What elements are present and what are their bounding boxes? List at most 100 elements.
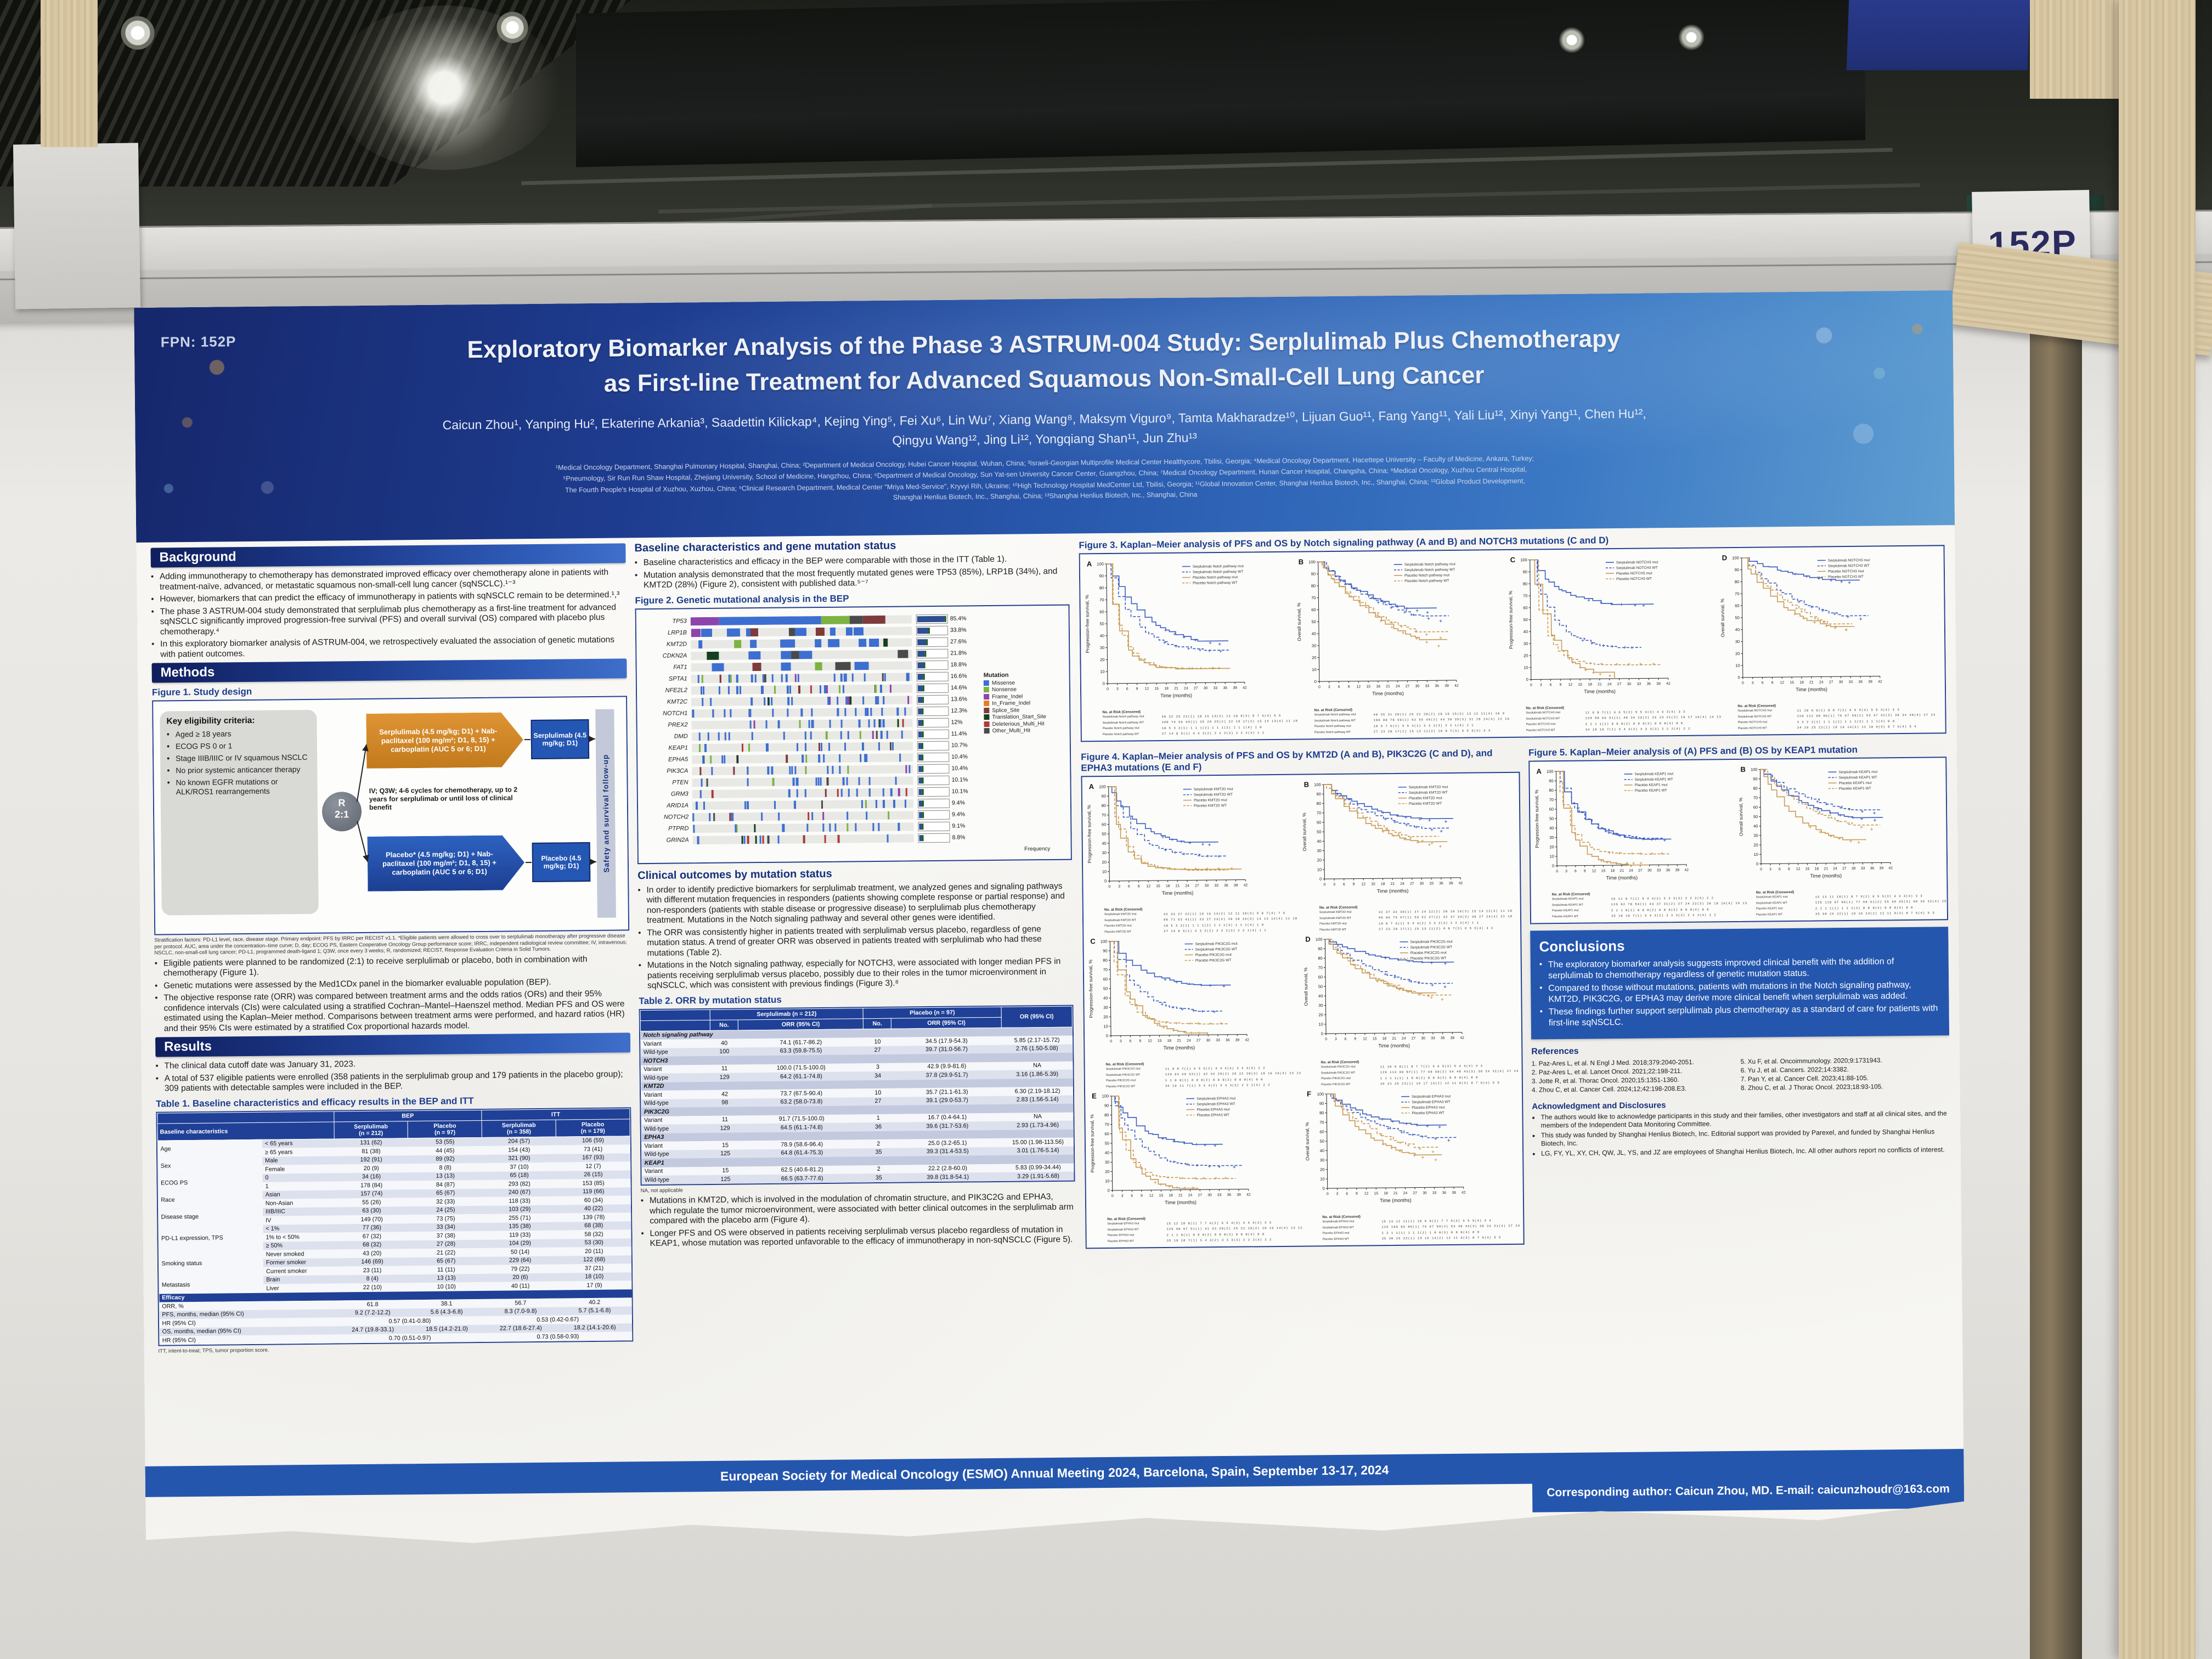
- eligibility-items: • Aged ≥ 18 years • ECOG PS 0 or 1 • Stage II…: [167, 729, 311, 797]
- figure1-footnote: Stratification factors: PD-L1 level, rac…: [154, 933, 627, 956]
- svg-text:60: 60: [1102, 822, 1106, 827]
- mutation-legend: Mutation Missense Nonsense Frame_Indel In_F…: [984, 671, 1064, 735]
- svg-text:24: 24: [1402, 1037, 1406, 1041]
- svg-text:70: 70: [1311, 595, 1316, 600]
- svg-text:20: 20: [1549, 844, 1554, 849]
- svg-text:30: 30: [1423, 1191, 1427, 1195]
- svg-text:30: 30: [1207, 1193, 1212, 1197]
- svg-text:27: 27: [1829, 680, 1833, 684]
- legend-item: Frame_Indel: [984, 693, 1064, 699]
- svg-text:30: 30: [1420, 882, 1424, 885]
- bullet-item: • Mutations in KMT2D, which is involved i…: [640, 1192, 1074, 1226]
- references: References 1. Paz-Ares L, et al. N Engl …: [1531, 1043, 1950, 1094]
- svg-text:9: 9: [1354, 1037, 1356, 1041]
- svg-text:33: 33: [1432, 1191, 1437, 1195]
- svg-text:Time (months): Time (months): [1372, 691, 1404, 697]
- svg-text:15: 15: [1154, 687, 1159, 691]
- svg-text:6: 6: [1128, 885, 1130, 889]
- km-panel-a: A 0 10 20 30 40 50 60 70 80 90 100 0 3 6 9 12 15 18 21 24 27 3…: [1532, 763, 1737, 920]
- svg-text:36: 36: [1666, 868, 1671, 872]
- svg-text:80: 80: [1317, 801, 1321, 806]
- svg-text:18: 18: [1384, 1192, 1388, 1195]
- risk-table: No. at Risk (Censored) Serplulimab Notch …: [1084, 709, 1295, 738]
- svg-text:6: 6: [1131, 1194, 1133, 1198]
- svg-text:30: 30: [1421, 1036, 1425, 1040]
- svg-text:36: 36: [1227, 1193, 1232, 1197]
- svg-text:27: 27: [1195, 884, 1199, 888]
- svg-text:42: 42: [1462, 1191, 1466, 1195]
- bullet-item: • The ORR was consistently higher in pati…: [638, 924, 1042, 958]
- svg-text:6: 6: [1130, 1040, 1132, 1043]
- svg-text:40: 40: [1317, 839, 1321, 844]
- svg-text:Placebo KEAP1 mut: Placebo KEAP1 mut: [1635, 783, 1668, 787]
- svg-text:40: 40: [1100, 633, 1104, 638]
- svg-text:Placebo KMT2D mut: Placebo KMT2D mut: [1194, 798, 1227, 803]
- svg-text:90: 90: [1316, 792, 1321, 797]
- svg-text:15: 15: [1156, 884, 1160, 888]
- svg-text:90: 90: [1319, 1101, 1324, 1106]
- svg-text:9: 9: [1139, 1039, 1141, 1043]
- svg-text:27: 27: [1194, 686, 1198, 690]
- svg-text:27: 27: [1412, 1037, 1416, 1041]
- svg-text:36: 36: [1442, 1191, 1447, 1195]
- svg-text:42: 42: [1684, 868, 1689, 872]
- svg-text:27: 27: [1413, 1192, 1417, 1195]
- svg-text:42: 42: [1246, 1193, 1251, 1197]
- risk-table: No. at Risk (Censored) Serplulimab KEAP1 …: [1737, 889, 1942, 918]
- svg-text:9: 9: [1356, 1192, 1358, 1196]
- svg-text:18: 18: [1383, 1037, 1387, 1041]
- svg-text:3: 3: [1752, 681, 1754, 685]
- svg-text:6: 6: [1762, 681, 1764, 685]
- svg-text:39: 39: [1235, 1039, 1240, 1042]
- svg-text:Placebo PIK3C2G mut: Placebo PIK3C2G mut: [1410, 951, 1447, 955]
- svg-text:Placebo KEAP1 WT: Placebo KEAP1 WT: [1635, 788, 1667, 793]
- svg-text:60: 60: [1523, 605, 1527, 610]
- svg-text:30: 30: [1647, 868, 1652, 872]
- svg-text:80: 80: [1549, 788, 1553, 793]
- svg-text:30: 30: [1549, 835, 1554, 840]
- svg-text:36: 36: [1439, 882, 1443, 885]
- svg-text:6: 6: [1779, 867, 1781, 871]
- risk-row: Placebo Notch pathway WT 27 14 8 5(1) 4 3…: [1102, 731, 1265, 736]
- hall-ceiling: [0, 0, 2212, 261]
- km-panel-a: A 0 10 20 30 40 50 60 70 80 90 100 0 3 6 9 12 15 18 21 24 27 3…: [1082, 556, 1296, 738]
- risk-row: Placebo EPHA3 WT 35 18 10 7(1) 5 4 3(2) 3…: [1107, 1238, 1272, 1243]
- svg-text:18: 18: [1166, 884, 1170, 888]
- svg-text:18: 18: [1381, 882, 1385, 886]
- svg-text:0: 0: [1103, 681, 1105, 686]
- svg-text:30: 30: [1320, 1158, 1324, 1163]
- svg-text:20: 20: [1320, 1167, 1324, 1172]
- svg-text:Placebo KEAP1 WT: Placebo KEAP1 WT: [1839, 787, 1871, 791]
- svg-text:Time (months): Time (months): [1606, 875, 1638, 881]
- bullet-item: • A total of 537 eligible patients were e…: [155, 1069, 623, 1093]
- svg-text:15: 15: [1805, 867, 1810, 871]
- svg-text:6: 6: [1575, 870, 1577, 873]
- eligibility-box: Key eligibility criteria: • Aged ≥ 18 yea…: [160, 710, 319, 916]
- svg-text:0: 0: [1742, 681, 1744, 685]
- svg-text:Progression-free survival, %: Progression-free survival, %: [1088, 960, 1094, 1018]
- svg-text:21: 21: [1620, 869, 1624, 873]
- svg-text:70: 70: [1735, 591, 1739, 596]
- svg-text:Overall survival, %: Overall survival, %: [1303, 967, 1309, 1006]
- svg-text:100: 100: [1732, 555, 1739, 560]
- bullet-item: • This study was funded by Shanghai Henli…: [1532, 1127, 1935, 1147]
- svg-text:0: 0: [1530, 684, 1532, 687]
- svg-text:Placebo PIK3C2G mut: Placebo PIK3C2G mut: [1195, 953, 1232, 957]
- svg-text:0: 0: [1319, 877, 1322, 882]
- svg-text:20: 20: [1753, 843, 1758, 848]
- svg-text:30: 30: [1318, 1003, 1323, 1008]
- risk-row: Placebo NOTCH3 WT 34 18 10 7(1) 5 4 3(2) …: [1526, 727, 1691, 732]
- middle-column: Baseline characteristics and gene mutati…: [634, 536, 1077, 1458]
- svg-text:42: 42: [1243, 686, 1247, 690]
- svg-text:10: 10: [1735, 663, 1740, 668]
- conclusions-heading: Conclusions: [1539, 937, 1625, 955]
- svg-text:60: 60: [1099, 610, 1104, 614]
- svg-text:10: 10: [1102, 869, 1107, 874]
- km-panel-d: D 0 10 20 30 40 50 60 70 80 90 100 0 3 6 9 12 15 18 21 24 27 3…: [1301, 931, 1517, 1088]
- svg-text:42: 42: [1460, 1036, 1464, 1040]
- svg-text:90: 90: [1523, 569, 1527, 574]
- risk-table: No. at Risk (Censored) Serplulimab KMT2D …: [1086, 906, 1301, 935]
- svg-text:Time (months): Time (months): [1584, 689, 1616, 695]
